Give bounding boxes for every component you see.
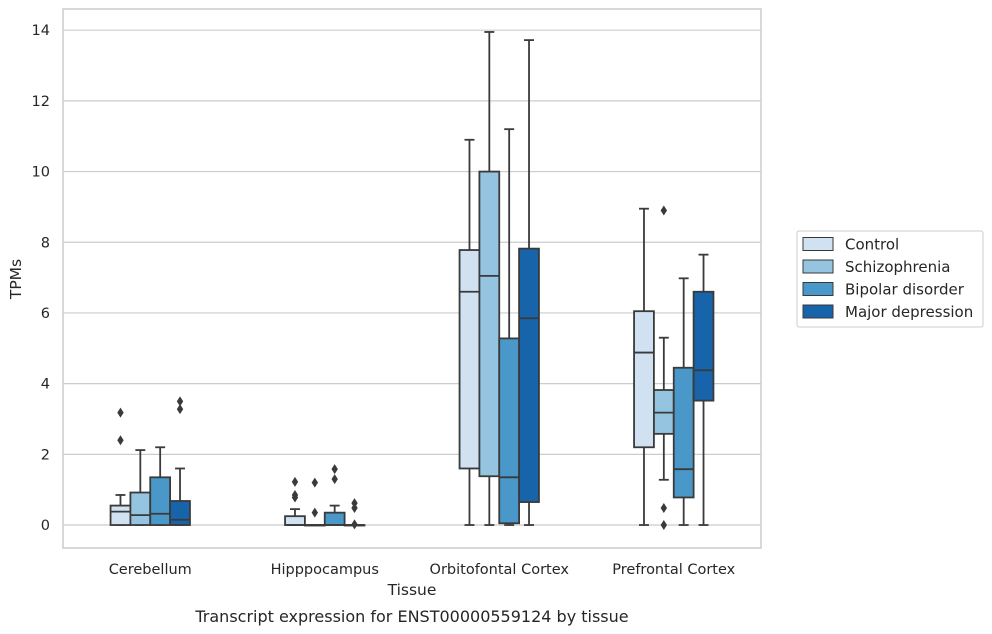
outlier-point: [351, 519, 358, 530]
box-3-2: [672, 277, 695, 526]
chart-caption: Transcript expression for ENST0000055912…: [194, 607, 628, 626]
box-iqr: [323, 511, 346, 526]
y-tick-label-4: 4: [41, 377, 50, 393]
box-3-0: [633, 207, 655, 526]
y-tick-labels: 0 2 4 6 8 10 12 14: [32, 23, 50, 534]
x-tick-label: Orbitofontal Cortex: [430, 562, 570, 578]
outlier-point: [117, 407, 124, 418]
box-0-1: [129, 449, 152, 526]
outlier-point: [351, 498, 358, 509]
outlier-point: [660, 520, 668, 531]
box-iqr: [633, 310, 655, 449]
y-tick-label-12: 12: [32, 94, 50, 110]
legend-frame: [796, 230, 984, 328]
outlier-point: [311, 507, 319, 518]
legend-label: Schizophrenia: [845, 258, 950, 276]
legend-label: Control: [845, 236, 899, 254]
y-tick-label-10: 10: [32, 165, 50, 181]
x-tick-label: Hipppocampus: [271, 562, 379, 578]
box-iqr: [129, 491, 152, 526]
legend-swatch: [802, 259, 834, 274]
box-0-0: [109, 407, 132, 526]
outlier-point: [176, 404, 184, 415]
box-2-3: [518, 39, 540, 526]
legend-swatch: [802, 304, 834, 319]
box-iqr: [109, 504, 132, 526]
box-iqr: [149, 476, 171, 526]
box-3-1: [653, 205, 675, 531]
box-iqr: [478, 170, 501, 478]
plot-frame: [62, 8, 762, 549]
outlier-point: [660, 503, 668, 514]
box-iqr: [692, 290, 715, 402]
plot-area: [63, 9, 761, 548]
box-0-3: [169, 396, 191, 526]
y-tick-label-6: 6: [41, 306, 50, 322]
outlier-point: [660, 205, 668, 216]
box-1-3: [343, 498, 366, 530]
legend-label: Bipolar disorder: [845, 281, 965, 299]
box-iqr: [284, 515, 306, 526]
y-tick-label-14: 14: [32, 23, 50, 39]
box-iqr: [672, 366, 695, 499]
box-iqr: [518, 247, 540, 503]
outlier-point: [291, 476, 299, 487]
outlier-point: [176, 396, 184, 407]
y-tick-label-8: 8: [41, 235, 50, 251]
y-tick-label-2: 2: [41, 447, 50, 463]
legend-swatch: [802, 237, 834, 251]
outlier-point: [331, 474, 338, 485]
box-iqr: [458, 249, 481, 470]
x-tick-label: Prefrontal Cortex: [612, 562, 735, 578]
y-axis-title: TPMs: [7, 259, 25, 300]
box-1-0: [284, 476, 306, 526]
box-iqr: [498, 337, 520, 525]
box-1-2: [323, 464, 346, 526]
box-iqr: [169, 500, 191, 526]
grid-lines: [63, 29, 761, 526]
box-series: [109, 31, 715, 531]
x-tick-label: Cerebellum: [109, 562, 192, 578]
box-2-0: [458, 138, 481, 526]
outlier-point: [311, 477, 319, 488]
box-1-1: [304, 477, 326, 527]
outlier-point: [291, 489, 299, 500]
box-3-3: [692, 253, 715, 526]
y-tick-label-0: 0: [41, 518, 50, 534]
legend: Control Schizophrenia Bipolar disorder Majo…: [796, 230, 984, 328]
x-tick-labels: Cerebellum Hipppocampus Orbitofontal Corte…: [109, 562, 736, 578]
legend-swatch: [802, 282, 834, 296]
x-axis-title: Tissue: [387, 581, 437, 599]
outlier-point: [117, 435, 124, 446]
outlier-point: [331, 464, 338, 475]
box-0-2: [149, 446, 171, 526]
legend-label: Major depression: [845, 303, 973, 321]
box-2-1: [478, 31, 501, 526]
